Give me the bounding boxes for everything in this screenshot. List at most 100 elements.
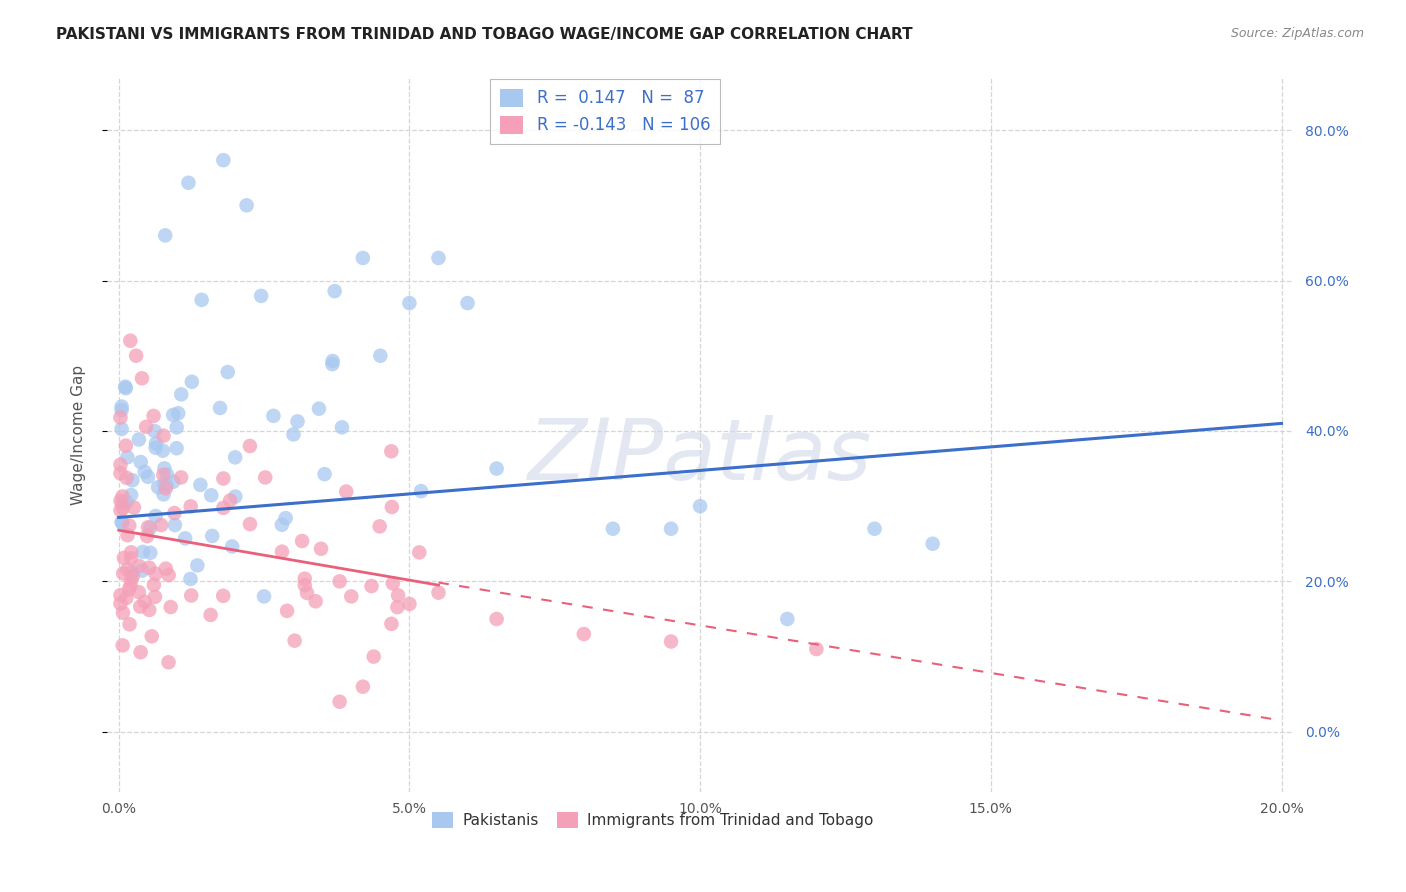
Point	[398, 296, 420, 310]
Legend: Pakistanis, Immigrants from Trinidad and Tobago: Pakistanis, Immigrants from Trinidad and…	[426, 806, 880, 834]
Point	[114, 379, 136, 393]
Point	[162, 475, 184, 489]
Point	[110, 597, 132, 611]
Point	[254, 470, 277, 484]
Point	[212, 471, 235, 485]
Point	[134, 465, 156, 479]
Point	[387, 588, 409, 602]
Point	[250, 289, 273, 303]
Point	[180, 500, 202, 514]
Point	[110, 410, 132, 425]
Point	[381, 576, 404, 591]
Point	[122, 500, 145, 515]
Point	[114, 381, 136, 395]
Point	[132, 545, 155, 559]
Point	[145, 441, 167, 455]
Point	[335, 484, 357, 499]
Point	[118, 582, 141, 597]
Point	[485, 461, 508, 475]
Point	[134, 595, 156, 609]
Point	[212, 589, 235, 603]
Point	[689, 499, 711, 513]
Point	[322, 354, 344, 368]
Point	[157, 568, 180, 582]
Point	[381, 500, 404, 514]
Point	[156, 467, 179, 482]
Point	[153, 477, 176, 491]
Point	[110, 422, 132, 436]
Point	[166, 420, 188, 434]
Point	[659, 634, 682, 648]
Point	[152, 443, 174, 458]
Point	[110, 403, 132, 417]
Point	[152, 467, 174, 482]
Point	[120, 573, 142, 587]
Point	[111, 516, 134, 530]
Text: PAKISTANI VS IMMIGRANTS FROM TRINIDAD AND TOBAGO WAGE/INCOME GAP CORRELATION CHA: PAKISTANI VS IMMIGRANTS FROM TRINIDAD AN…	[56, 27, 912, 42]
Point	[200, 607, 222, 622]
Point	[129, 599, 152, 614]
Point	[304, 594, 326, 608]
Point	[120, 334, 142, 348]
Point	[120, 551, 142, 566]
Point	[284, 633, 307, 648]
Point	[152, 428, 174, 442]
Text: ZIPatlas: ZIPatlas	[529, 415, 872, 498]
Point	[152, 487, 174, 501]
Point	[380, 616, 402, 631]
Point	[323, 284, 346, 298]
Point	[212, 153, 235, 168]
Point	[283, 427, 305, 442]
Point	[776, 612, 799, 626]
Point	[129, 455, 152, 469]
Point	[287, 414, 309, 428]
Point	[128, 585, 150, 599]
Point	[150, 518, 173, 533]
Point	[224, 450, 246, 465]
Point	[179, 572, 201, 586]
Point	[253, 590, 276, 604]
Point	[143, 590, 166, 604]
Point	[145, 436, 167, 450]
Point	[111, 639, 134, 653]
Point	[115, 471, 138, 485]
Point	[139, 521, 162, 535]
Point	[162, 408, 184, 422]
Point	[110, 503, 132, 517]
Point	[572, 627, 595, 641]
Point	[409, 484, 432, 499]
Point	[217, 365, 239, 379]
Point	[121, 565, 143, 579]
Point	[294, 578, 316, 592]
Point	[387, 600, 409, 615]
Point	[131, 564, 153, 578]
Point	[208, 401, 231, 415]
Point	[110, 493, 132, 508]
Point	[457, 296, 479, 310]
Point	[163, 506, 186, 520]
Point	[136, 470, 159, 484]
Point	[276, 604, 298, 618]
Point	[166, 442, 188, 456]
Point	[190, 293, 212, 307]
Point	[129, 645, 152, 659]
Point	[235, 198, 257, 212]
Point	[398, 597, 420, 611]
Point	[117, 450, 139, 465]
Point	[136, 520, 159, 534]
Point	[118, 518, 141, 533]
Point	[329, 574, 352, 589]
Point	[294, 572, 316, 586]
Point	[117, 528, 139, 542]
Point	[136, 529, 159, 543]
Point	[427, 585, 450, 599]
Point	[163, 518, 186, 533]
Point	[368, 519, 391, 533]
Point	[111, 490, 134, 504]
Point	[125, 349, 148, 363]
Point	[239, 517, 262, 532]
Text: Source: ZipAtlas.com: Source: ZipAtlas.com	[1230, 27, 1364, 40]
Point	[380, 444, 402, 458]
Point	[270, 517, 292, 532]
Point	[427, 251, 450, 265]
